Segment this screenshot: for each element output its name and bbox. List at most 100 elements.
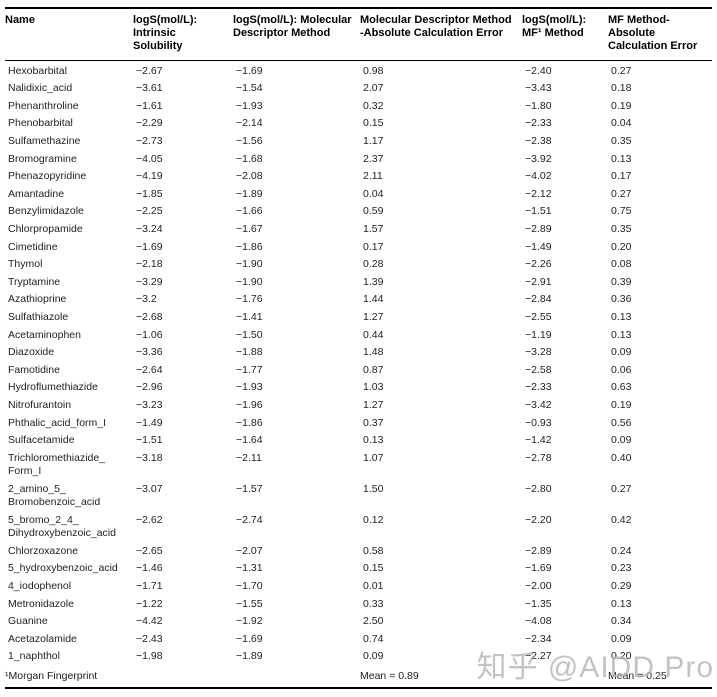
cell-name: Bromogramine (8, 152, 77, 165)
cell-intrinsic: −2.64 (136, 363, 163, 376)
cell-md-value: −1.86 (236, 240, 263, 253)
cell-name: Hexobarbital (8, 64, 67, 77)
cell-md-error: 1.48 (363, 346, 384, 359)
cell-name: Diazoxide (8, 346, 55, 359)
cell-name: Azathioprine (8, 293, 67, 306)
cell-mf-value: −2.27 (525, 650, 552, 663)
cell-md-value: −1.69 (236, 632, 263, 645)
cell-md-value: −1.55 (236, 597, 263, 610)
cell-md-error: 0.15 (363, 562, 384, 575)
cell-md-value: −1.67 (236, 223, 263, 236)
cell-md-error: 1.07 (363, 451, 384, 464)
cell-md-error: 1.57 (363, 223, 384, 236)
cell-md-value: −1.96 (236, 398, 263, 411)
cell-md-value: −1.93 (236, 99, 263, 112)
cell-intrinsic: −2.67 (136, 64, 163, 77)
cell-mf-error: 0.09 (611, 632, 632, 645)
cell-mf-error: 0.17 (611, 170, 632, 183)
cell-intrinsic: −4.05 (136, 152, 163, 165)
cell-md-value: −1.90 (236, 258, 263, 271)
cell-md-value: −1.89 (236, 650, 263, 663)
cell-mf-value: −3.42 (525, 398, 552, 411)
cell-md-error: 0.98 (363, 64, 384, 77)
cell-intrinsic: −1.71 (136, 579, 163, 592)
cell-mf-value: −2.12 (525, 187, 552, 200)
cell-mf-value: −2.78 (525, 451, 552, 464)
cell-intrinsic: −1.46 (136, 562, 163, 575)
cell-intrinsic: −1.49 (136, 416, 163, 429)
cell-mf-value: −1.69 (525, 562, 552, 575)
cell-md-error: 0.15 (363, 117, 384, 130)
cell-mf-error: 0.24 (611, 544, 632, 557)
cell-mf-error: 0.34 (611, 615, 632, 628)
cell-name: 5_bromo_2_4_ Dihydroxybenzoic_acid (8, 513, 116, 540)
cell-name: Guanine (8, 615, 48, 628)
cell-md-error: 1.50 (363, 482, 384, 495)
cell-md-value: −2.07 (236, 544, 263, 557)
table-footer-row: ¹Morgan Fingerprint Mean = 0.89 Mean = 0… (5, 666, 712, 687)
cell-mf-value: −4.02 (525, 170, 552, 183)
table-body: Hexobarbital −2.67 −1.69 0.98 −2.40 0.27… (5, 61, 712, 666)
cell-md-value: −1.41 (236, 311, 263, 324)
cell-intrinsic: −2.73 (136, 135, 163, 148)
cell-mf-error: 0.35 (611, 223, 632, 236)
cell-name: Acetazolamide (8, 632, 77, 645)
cell-mf-error: 0.27 (611, 482, 632, 495)
cell-mf-value: −3.92 (525, 152, 552, 165)
cell-md-error: 0.58 (363, 544, 384, 557)
cell-mf-value: −2.89 (525, 223, 552, 236)
cell-name: Phenobarbital (8, 117, 73, 130)
column-header-mf-error: MF Method- Absolute Calculation Error (608, 14, 698, 53)
cell-mf-value: −4.08 (525, 615, 552, 628)
cell-md-error: 0.74 (363, 632, 384, 645)
cell-intrinsic: −1.85 (136, 187, 163, 200)
cell-mf-value: −2.38 (525, 135, 552, 148)
cell-mf-value: −2.26 (525, 258, 552, 271)
cell-md-value: −1.70 (236, 579, 263, 592)
cell-intrinsic: −1.98 (136, 650, 163, 663)
md-error-mean: Mean = 0.89 (360, 669, 419, 682)
cell-name: Trichloromethiazide_ Form_I (8, 451, 106, 478)
cell-md-error: 0.04 (363, 187, 384, 200)
cell-md-value: −1.64 (236, 434, 263, 447)
cell-md-value: −2.11 (236, 451, 262, 464)
cell-md-value: −1.92 (236, 615, 263, 628)
cell-intrinsic: −1.69 (136, 240, 163, 253)
cell-md-error: 0.32 (363, 99, 384, 112)
cell-mf-value: −2.91 (525, 275, 552, 288)
cell-mf-value: −2.58 (525, 363, 552, 376)
cell-mf-value: −2.40 (525, 64, 552, 77)
cell-intrinsic: −1.51 (136, 434, 163, 447)
cell-mf-error: 0.13 (611, 597, 632, 610)
cell-intrinsic: −2.18 (136, 258, 163, 271)
cell-mf-value: −2.80 (525, 482, 552, 495)
cell-name: Sulfathiazole (8, 311, 69, 324)
cell-mf-value: −2.34 (525, 632, 552, 645)
cell-mf-error: 0.36 (611, 293, 632, 306)
cell-mf-error: 0.20 (611, 240, 632, 253)
cell-md-error: 1.44 (363, 293, 384, 306)
cell-mf-value: −2.33 (525, 117, 552, 130)
cell-md-error: 0.59 (363, 205, 384, 218)
cell-mf-error: 0.75 (611, 205, 632, 218)
cell-mf-error: 0.20 (611, 650, 632, 663)
cell-mf-value: −3.28 (525, 346, 552, 359)
cell-md-value: −1.93 (236, 381, 263, 394)
cell-name: Metronidazole (8, 597, 74, 610)
cell-md-value: −1.50 (236, 328, 263, 341)
cell-mf-error: 0.19 (611, 398, 632, 411)
cell-name: Phenazopyridine (8, 170, 87, 183)
mf-error-mean: Mean = 0.25 (608, 669, 667, 682)
cell-name: Chlorpropamide (8, 223, 83, 236)
cell-intrinsic: −4.42 (136, 615, 163, 628)
cell-md-error: 0.12 (363, 513, 384, 526)
cell-mf-error: 0.42 (611, 513, 632, 526)
cell-name: Tryptamine (8, 275, 61, 288)
cell-intrinsic: −4.19 (136, 170, 163, 183)
cell-name: 5_hydroxybenzoic_acid (8, 562, 118, 575)
cell-md-error: 2.37 (363, 152, 384, 165)
cell-mf-error: 0.04 (611, 117, 632, 130)
footnote-morgan-fingerprint: ¹Morgan Fingerprint (5, 669, 98, 682)
cell-intrinsic: −3.2 (136, 293, 157, 306)
